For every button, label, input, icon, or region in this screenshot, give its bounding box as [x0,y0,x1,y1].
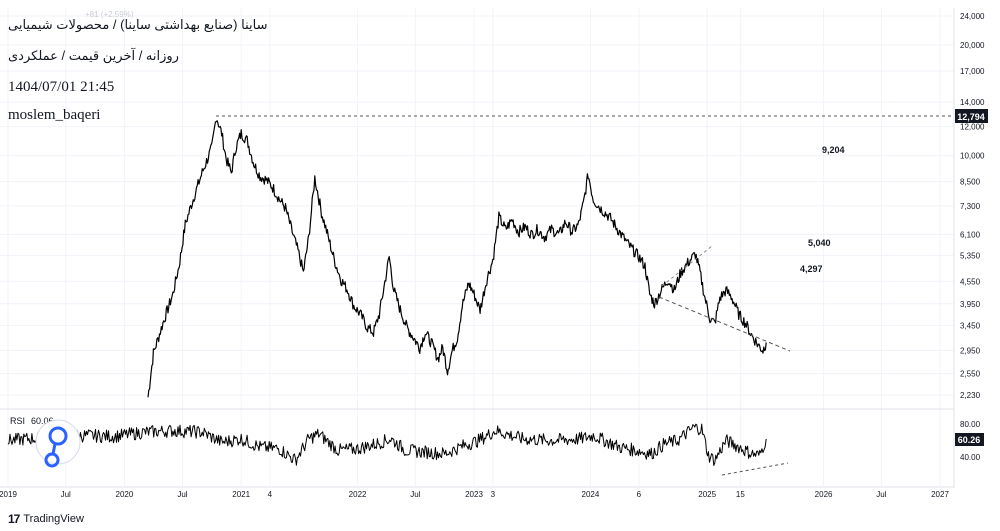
price-series [147,120,767,398]
rsi-value-label: 60.06 [31,416,54,426]
header-ghost-change: +81 (+2.59%) [85,10,134,19]
rsi-last-value-label: 60.26 [958,435,981,445]
rsi-last-value-tag: 60.26 [955,433,984,446]
time-axis-tick-label: 2022 [349,490,367,499]
rsi-axis[interactable]: 40.00 80.00 [960,420,981,462]
price-axis-tick-label: 10,000 [960,152,985,161]
chart-date: 1404/07/01 21:45 [8,79,115,95]
grid [0,8,954,486]
annotation-label: 9,204 [822,145,845,155]
time-axis-tick-label: 2020 [116,490,134,499]
price-axis-tick-label: 2,550 [960,370,981,379]
tradingview-logo[interactable]: 17 TradingView [8,512,84,526]
time-axis[interactable]: 2019 Jul 2020 Jul 2021 4 2022 Jul 2023 3 2024 6 2025… [0,490,949,499]
chart-title: ساینا (صنایع بهداشتی ساینا) / محصولات شی… [8,17,268,32]
price-axis-tick-label: 24,000 [960,12,985,21]
time-axis-tick-label: 15 [736,490,745,499]
price-axis[interactable]: 2,230 2,550 2,950 3,450 3,950 4,550 5,350 6,100… [960,12,985,400]
last-price-tag: 12,794 [955,109,988,123]
time-axis-tick-label: 6 [637,490,642,499]
price-axis-tick-label: 7,300 [960,202,981,211]
price-axis-tick-label: 2,950 [960,346,981,355]
price-axis-tick-label: 6,100 [960,230,981,239]
price-axis-tick-label: 3,450 [960,321,981,330]
time-axis-tick-label: 2025 [698,490,716,499]
time-axis-tick-label: Jul [876,490,886,499]
watermark-logo-icon [35,419,81,468]
time-axis-tick-label: Jul [410,490,420,499]
time-axis-tick-label: 2026 [815,490,833,499]
rsi-series [7,423,767,466]
annotation-label: 5,040 [808,238,831,248]
rsi-trendline-dashed [721,462,789,476]
time-axis-tick-label: 4 [268,490,273,499]
rsi-line [7,423,767,466]
annotation-label: 4,297 [800,264,823,274]
price-line [147,120,767,398]
price-axis-tick-label: 17,000 [960,67,985,76]
time-axis-tick-label: Jul [61,490,71,499]
price-axis-tick-label: 14,000 [960,98,985,107]
price-axis-tick-label: 12,000 [960,123,985,132]
rsi-axis-tick-label: 80.00 [960,420,981,429]
time-axis-tick-label: Jul [177,490,187,499]
price-axis-tick-label: 2,230 [960,391,981,400]
time-axis-tick-label: 2027 [931,490,949,499]
price-axis-tick-label: 8,500 [960,178,981,187]
tradingview-mark-icon: 17 [8,512,20,526]
rsi-label: RSI [10,416,25,426]
price-axis-tick-label: 20,000 [960,41,985,50]
chart-author: moslem_baqeri [8,107,101,123]
price-axis-tick-label: 4,550 [960,277,981,286]
price-axis-tick-label: 5,350 [960,251,981,260]
trendline-dashed-upper [661,245,713,287]
rsi-axis-tick-label: 40.00 [960,453,981,462]
time-axis-tick-label: 2021 [232,490,250,499]
price-axis-tick-label: 3,950 [960,300,981,309]
chart-subtitle: روزانه / آخرین قیمت / عملکردی [8,48,179,63]
last-price-tag-label: 12,794 [957,112,985,122]
time-axis-tick-label: 2023 [465,490,483,499]
trendline-dashed [658,296,791,352]
time-axis-tick-label: 2024 [582,490,600,499]
time-axis-tick-label: 3 [491,490,496,499]
tradingview-brand-label: TradingView [23,513,84,525]
time-axis-tick-label: 2019 [0,490,17,499]
